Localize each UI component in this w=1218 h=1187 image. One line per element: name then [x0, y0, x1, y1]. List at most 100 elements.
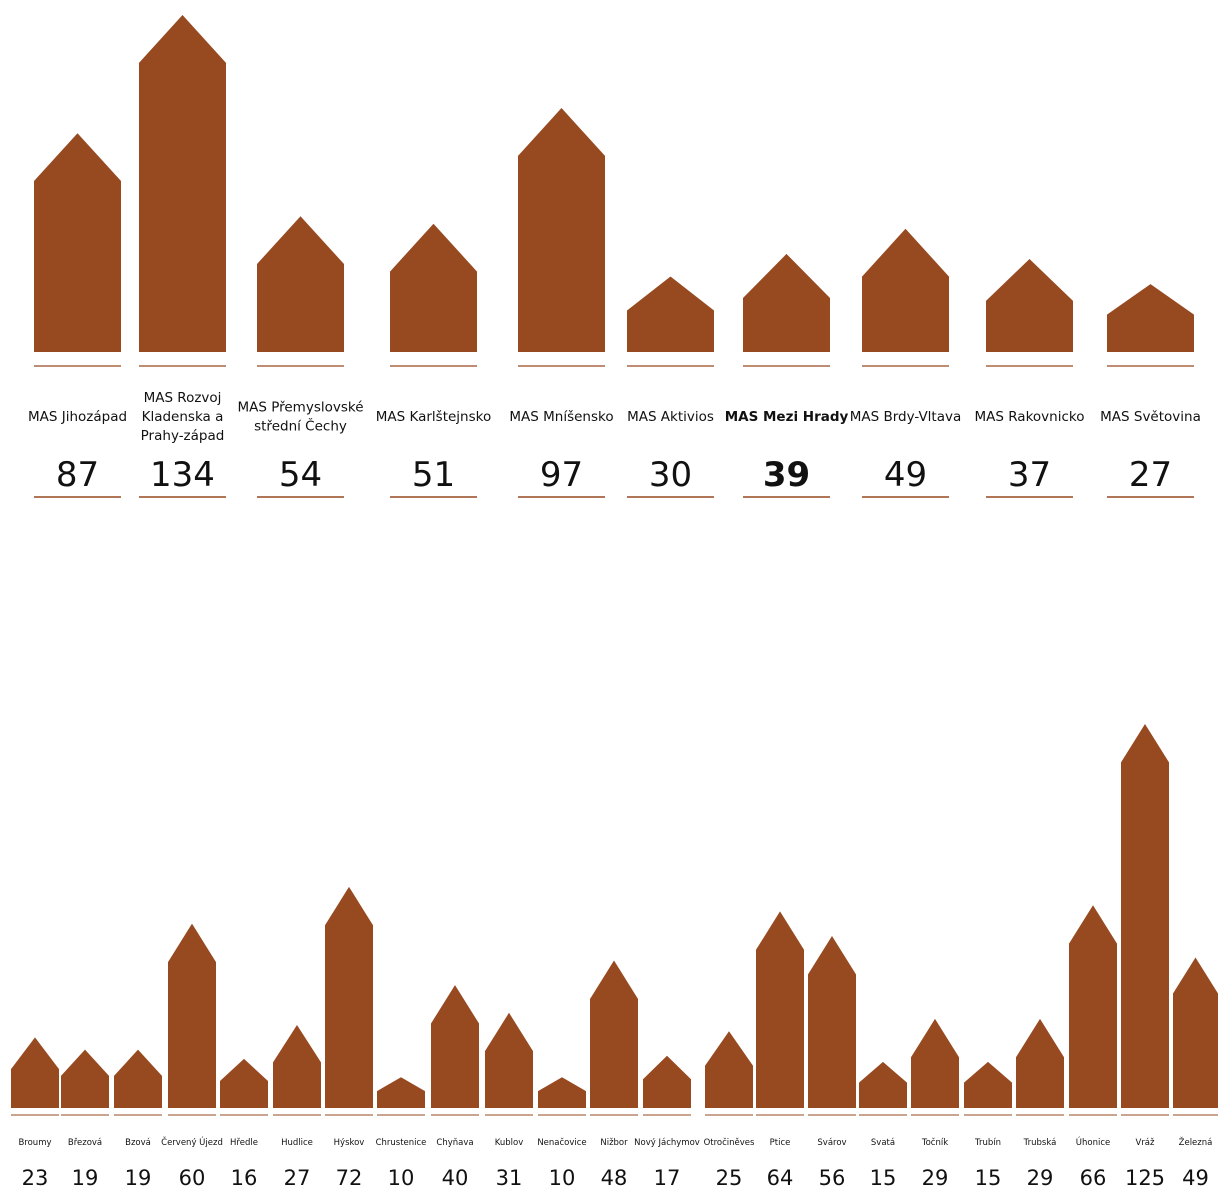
value-label: 39	[763, 455, 810, 495]
category-label: Železná	[1179, 1136, 1213, 1148]
category-label: Chyňava	[436, 1137, 473, 1148]
value-label: 48	[601, 1166, 628, 1187]
value-label: 37	[1008, 455, 1051, 495]
category-label: MAS Jihozápad	[28, 409, 127, 425]
bar	[1121, 724, 1169, 1108]
category-label: Trubská	[1023, 1138, 1057, 1148]
bar	[273, 1025, 321, 1108]
category-label: Bzová	[125, 1138, 151, 1148]
value-label: 72	[336, 1166, 363, 1187]
value-label: 23	[22, 1166, 49, 1187]
value-label: 51	[412, 455, 455, 495]
value-label: 25	[716, 1166, 743, 1187]
category-label: střední Čechy	[254, 417, 347, 435]
category-label: Trubín	[974, 1138, 1001, 1148]
category-label: Točník	[921, 1137, 948, 1148]
category-label: Hýskov	[334, 1138, 365, 1148]
bar	[257, 216, 344, 352]
bar	[1069, 905, 1117, 1108]
value-label: 40	[442, 1166, 469, 1187]
value-label: 49	[1182, 1166, 1209, 1187]
category-label: MAS Karlštejnsko	[376, 409, 492, 425]
value-label: 16	[231, 1166, 258, 1187]
value-label: 10	[549, 1166, 576, 1187]
value-label: 66	[1080, 1166, 1107, 1187]
category-label: Červený Újezd	[161, 1136, 223, 1148]
bar	[590, 960, 638, 1108]
category-label: Nižbor	[600, 1138, 628, 1148]
bar	[1107, 284, 1194, 352]
category-label: MAS Přemyslovské	[237, 400, 363, 416]
category-label: Ptice	[770, 1138, 791, 1148]
category-label: Kladenska a	[142, 409, 224, 425]
value-label: 31	[496, 1166, 523, 1187]
bar	[61, 1049, 109, 1108]
bar	[168, 923, 216, 1108]
value-label: 134	[150, 455, 215, 495]
category-label: Kublov	[495, 1138, 524, 1148]
value-label: 19	[72, 1166, 99, 1187]
category-label: MAS Mezi Hrady	[725, 409, 849, 425]
value-label: 49	[884, 455, 927, 495]
value-label: 30	[649, 455, 692, 495]
bar	[538, 1077, 586, 1108]
bar	[705, 1031, 753, 1108]
bar	[431, 985, 479, 1108]
value-label: 10	[388, 1166, 415, 1187]
bar	[911, 1018, 959, 1108]
value-label: 27	[284, 1166, 311, 1187]
category-label: Prahy-západ	[141, 428, 225, 444]
category-label: Hředle	[230, 1138, 258, 1148]
category-label: Svatá	[871, 1138, 895, 1148]
bar	[1016, 1018, 1064, 1108]
category-label: MAS Brdy-Vltava	[850, 409, 962, 425]
bar	[964, 1061, 1012, 1108]
value-label: 29	[1027, 1166, 1054, 1187]
value-label: 87	[56, 455, 99, 495]
category-label: MAS Mníšensko	[509, 409, 613, 425]
value-label: 54	[279, 455, 322, 495]
value-label: 17	[654, 1166, 681, 1187]
bar	[390, 223, 477, 352]
value-label: 29	[922, 1166, 949, 1187]
category-label: Úhonice	[1076, 1136, 1110, 1148]
bar	[862, 228, 949, 352]
bar	[1173, 957, 1218, 1108]
bar	[743, 253, 830, 352]
value-label: 56	[819, 1166, 846, 1187]
category-label: MAS Světovina	[1100, 409, 1201, 425]
category-label: MAS Aktivios	[627, 409, 714, 425]
category-label: MAS Rakovnicko	[974, 409, 1084, 425]
bar	[808, 935, 856, 1108]
bar	[220, 1058, 268, 1108]
bar	[986, 258, 1073, 352]
bar	[139, 15, 226, 352]
value-label: 15	[975, 1166, 1002, 1187]
bar	[627, 276, 714, 352]
bar	[643, 1055, 691, 1108]
category-label: Nenačovice	[537, 1137, 586, 1148]
category-label: Hudlice	[281, 1138, 313, 1148]
bar	[485, 1012, 533, 1108]
value-label: 15	[870, 1166, 897, 1187]
category-label: Otročiněves	[704, 1137, 755, 1148]
category-label: Broumy	[18, 1138, 51, 1148]
value-label: 64	[767, 1166, 794, 1187]
bar	[756, 911, 804, 1108]
bar	[859, 1061, 907, 1108]
value-label: 19	[125, 1166, 152, 1187]
bar	[518, 108, 605, 352]
bar	[377, 1077, 425, 1108]
value-label: 60	[179, 1166, 206, 1187]
category-label: Březová	[68, 1138, 102, 1148]
bar	[11, 1037, 59, 1108]
category-label: Nový Jáchymov	[634, 1138, 700, 1148]
bar	[114, 1049, 162, 1108]
category-label: Vráž	[1136, 1138, 1156, 1148]
value-label: 97	[540, 455, 583, 495]
bar	[34, 133, 121, 352]
category-label: MAS Rozvoj	[144, 390, 222, 406]
category-label: Svárov	[817, 1138, 846, 1148]
bar	[325, 886, 373, 1108]
